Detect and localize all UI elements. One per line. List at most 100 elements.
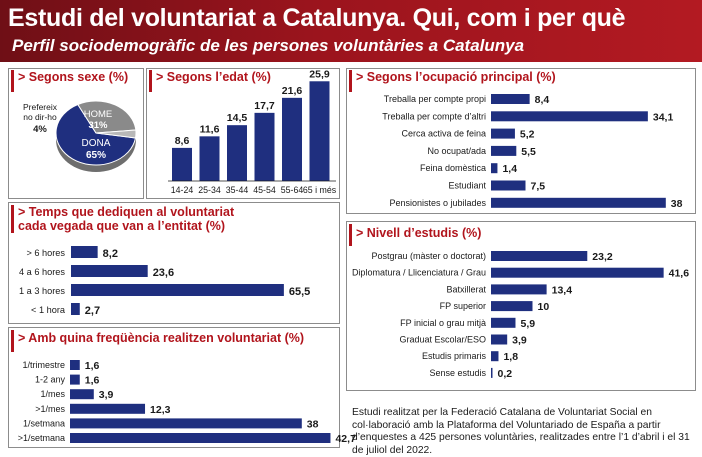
age-bar-55-64: [282, 97, 302, 181]
studies-category-label: FP superior: [440, 301, 486, 311]
frequency-bar: [70, 403, 146, 414]
age-category-label: 25-34: [198, 185, 221, 195]
time-value-label: 2,7: [85, 305, 100, 317]
pie-label-home: HOME: [84, 109, 113, 120]
studies-category-label: Diplomatura / Llicenciatura / Grau: [352, 268, 486, 278]
occupation-bar: [491, 180, 526, 191]
frequency-value-label: 1,6: [85, 375, 100, 387]
occupation-category-label: Pensionistes o jubilades: [389, 198, 486, 208]
frequency-category-label: 1/trimestre: [22, 360, 65, 370]
age-value-label: 8,6: [175, 135, 190, 147]
panel-estudis-accent: [349, 224, 352, 246]
footnote: Estudi realitzat per la Federació Catala…: [352, 407, 690, 456]
studies-value-label: 5,9: [520, 318, 535, 330]
frequency-value-label: 3,9: [99, 389, 114, 401]
time-bar: [71, 265, 148, 277]
age-bar-35-44: [227, 125, 247, 181]
panel-temps-title-line1: > Temps que dediquen al voluntariat: [18, 205, 235, 219]
studies-bar: [491, 267, 664, 278]
age-value-label: 17,7: [254, 100, 275, 112]
studies-category-label: Postgrau (màster o doctorat): [371, 251, 486, 261]
pie-value-prefereix: 4%: [33, 124, 47, 135]
studies-bar: [491, 351, 499, 362]
studies-bar: [491, 284, 547, 295]
age-category-label: 35-44: [226, 185, 249, 195]
time-value-label: 8,2: [103, 248, 118, 260]
age-bar-25-34: [199, 136, 220, 181]
studies-category-label: FP inicial o grau mitjà: [400, 318, 486, 328]
age-value-label: 11,6: [200, 123, 220, 135]
panel-frequencia-accent: [11, 330, 14, 352]
studies-category-label: Estudis primaris: [422, 351, 487, 361]
frequency-category-label: >1/setmana: [18, 433, 65, 443]
studies-bar: [491, 301, 533, 312]
occupation-category-label: Treballa per compte d’altri: [382, 111, 486, 121]
age-value-label: 25,9: [309, 68, 330, 80]
studies-value-label: 1,8: [503, 351, 518, 363]
subtitle: Perfil sociodemogràfic de les persones v…: [12, 36, 525, 55]
frequency-bar: [70, 360, 80, 370]
frequency-value-label: 12,3: [150, 404, 171, 416]
occupation-value-label: 5,5: [521, 146, 536, 158]
studies-category-label: Graduat Escolar/ESO: [399, 335, 486, 345]
studies-value-label: 3,9: [512, 335, 527, 347]
pie-slice-home: [77, 100, 137, 134]
occupation-category-label: Cerca activa de feina: [401, 129, 486, 139]
occupation-value-label: 8,4: [535, 94, 550, 106]
panel-edat-title: > Segons l’edat (%): [156, 70, 271, 84]
frequency-bar: [70, 433, 331, 443]
studies-value-label: 10: [538, 301, 550, 313]
age-value-label: 14,5: [227, 112, 248, 124]
frequency-bar: [70, 418, 302, 429]
panel-temps-accent: [11, 205, 14, 233]
time-value-label: 65,5: [289, 286, 310, 298]
frequency-value-label: 1,6: [85, 360, 100, 372]
time-category-label: < 1 hora: [31, 305, 66, 315]
studies-category-label: Batxillerat: [446, 284, 486, 294]
occupation-category-label: No ocupat/ada: [427, 146, 486, 156]
occupation-value-label: 34,1: [653, 111, 674, 123]
occupation-category-label: Estudiant: [448, 181, 486, 191]
main-title: Estudi del voluntariat a Catalunya. Qui,…: [8, 4, 626, 32]
occupation-bar: [491, 197, 666, 208]
studies-category-label: Sense estudis: [429, 368, 486, 378]
occupation-bar: [491, 163, 498, 174]
frequency-category-label: >1/mes: [35, 404, 65, 414]
pie-slice-prefereix-no-dir-ho: [95, 129, 137, 139]
time-category-label: 4 a 6 hores: [19, 267, 65, 277]
frequency-category-label: 1/setmana: [23, 418, 65, 428]
occupation-bar: [491, 111, 648, 122]
studies-bar: [491, 251, 588, 261]
studies-bar: [491, 367, 493, 378]
age-category-label: 14-24: [171, 185, 194, 195]
occupation-value-label: 38: [671, 198, 683, 210]
studies-value-label: 41,6: [669, 268, 690, 280]
studies-bar: [491, 317, 516, 328]
occupation-value-label: 7,5: [531, 181, 546, 193]
panel-sexe-title: > Segons sexe (%): [18, 70, 129, 84]
age-category-label: 65 i més: [303, 185, 337, 195]
time-bar: [71, 246, 98, 258]
panel-frequencia-title: > Amb quina freqüència realitzen volunta…: [18, 331, 305, 345]
occupation-bar: [491, 94, 530, 104]
age-category-label: 45-54: [253, 185, 276, 195]
pie-label-prefereix-line2: no dir-ho: [23, 112, 57, 122]
studies-bar: [491, 334, 508, 345]
pie-value-home: 31%: [88, 120, 108, 131]
studies-value-label: 13,4: [552, 284, 573, 296]
occupation-value-label: 5,2: [520, 129, 535, 141]
time-value-label: 23,6: [153, 267, 174, 279]
frequency-value-label: 42,7: [335, 433, 356, 445]
time-category-label: 1 a 3 hores: [19, 286, 65, 296]
pie-slice-dona: [55, 103, 137, 166]
occupation-category-label: Treballa per compte propi: [384, 94, 486, 104]
frequency-category-label: 1/mes: [40, 389, 65, 399]
time-bar: [71, 284, 284, 296]
panel-estudis-title: > Nivell d’estudis (%): [356, 226, 482, 240]
age-bar-65 i més: [309, 81, 330, 181]
time-bar: [71, 303, 80, 315]
frequency-value-label: 38: [307, 418, 319, 430]
frequency-bar: [70, 374, 80, 385]
time-category-label: > 6 hores: [26, 248, 65, 258]
